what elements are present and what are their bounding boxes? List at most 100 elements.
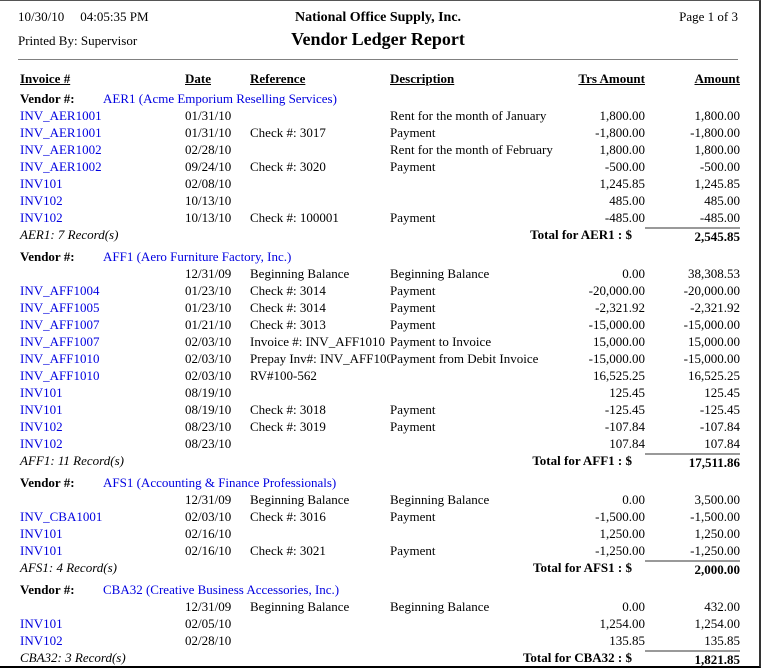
ledger-row: INV_AER1001 01/31/10 Check #: 3017 Payment -… xyxy=(20,124,740,141)
trs-amount-cell: 0.00 xyxy=(622,492,645,507)
trs-amount-cell: -1,800.00 xyxy=(595,125,645,140)
invoice-link[interactable]: INV102 xyxy=(20,633,63,648)
page-indicator: Page 1 of 3 xyxy=(679,9,738,24)
invoice-link[interactable]: INV102 xyxy=(20,210,63,225)
column-header-description: Description xyxy=(390,71,455,86)
ledger-row: INV_CBA1001 02/03/10 Check #: 3016 Payment -… xyxy=(20,508,740,525)
trs-amount-cell: 107.84 xyxy=(609,436,645,451)
trs-amount-cell: 0.00 xyxy=(622,599,645,614)
invoice-cell xyxy=(20,491,185,508)
description-cell: Payment xyxy=(390,159,436,174)
amount-cell: 432.00 xyxy=(704,599,740,614)
invoice-link[interactable]: INV_AER1001 xyxy=(20,125,102,140)
trs-amount-cell: -15,000.00 xyxy=(588,351,645,366)
amount-cell: 1,254.00 xyxy=(694,616,741,631)
reference-cell xyxy=(250,435,390,452)
invoice-link[interactable]: INV_AER1002 xyxy=(20,159,102,174)
reference-cell: Check #: 3014 xyxy=(250,283,326,298)
trs-amount-cell: 485.00 xyxy=(609,193,645,208)
description-cell xyxy=(390,615,568,632)
reference-cell: Prepay Inv#: INV_AFF100 xyxy=(250,351,390,366)
invoice-link[interactable]: INV102 xyxy=(20,193,63,208)
invoice-link[interactable]: INV101 xyxy=(20,616,63,631)
invoice-link[interactable]: INV_AFF1005 xyxy=(20,300,100,315)
trs-amount-cell: -2,321.92 xyxy=(595,300,645,315)
vendor-section-AFF1: Vendor #: AFF1 (Aero Furniture Factory, I… xyxy=(20,248,740,471)
vendor-link[interactable]: AFS1 (Accounting & Finance Professionals… xyxy=(103,475,337,490)
reference-cell: Check #: 3020 xyxy=(250,159,326,174)
amount-cell: -1,500.00 xyxy=(690,509,740,524)
invoice-link[interactable]: INV_AER1001 xyxy=(20,108,102,123)
company-name: National Office Supply, Inc. xyxy=(294,10,462,25)
section-footer-row: AER1: 7 Record(s) Total for AER1 : $ 2,545… xyxy=(20,227,740,245)
amount-cell: -15,000.00 xyxy=(683,317,740,332)
reference-cell: Check #: 3019 xyxy=(250,419,326,434)
amount-cell: 485.00 xyxy=(704,193,740,208)
date-cell: 08/19/10 xyxy=(185,385,232,400)
invoice-link[interactable]: INV101 xyxy=(20,176,63,191)
invoice-link[interactable]: INV_AFF1007 xyxy=(20,334,100,349)
invoice-link[interactable]: INV101 xyxy=(20,526,63,541)
invoice-link[interactable]: INV101 xyxy=(20,385,63,400)
trs-amount-cell: -107.84 xyxy=(604,419,645,434)
date-cell: 12/31/09 xyxy=(185,599,232,614)
ledger-row: INV102 10/13/10 Check #: 100001 Payment -485… xyxy=(20,209,740,226)
reference-cell: RV#100-562 xyxy=(250,368,317,383)
description-cell xyxy=(390,632,568,649)
ledger-row: INV101 08/19/10 Check #: 3018 Payment -125.4… xyxy=(20,401,740,418)
date-cell: 02/28/10 xyxy=(185,633,232,648)
vendor-link[interactable]: CBA32 (Creative Business Accessories, In… xyxy=(103,582,340,597)
amount-cell: -20,000.00 xyxy=(683,283,740,298)
invoice-link[interactable]: INV102 xyxy=(20,419,63,434)
record-count: AFF1: 11 Record(s) xyxy=(20,453,124,468)
trs-amount-cell: 1,245.85 xyxy=(599,176,646,191)
amount-cell: -1,800.00 xyxy=(690,125,740,140)
invoice-link[interactable]: INV101 xyxy=(20,402,63,417)
amount-cell: -125.45 xyxy=(699,402,740,417)
invoice-link[interactable]: INV_AFF1004 xyxy=(20,283,100,298)
vendor-header-row: Vendor #: CBA32 (Creative Business Access… xyxy=(20,581,740,598)
amount-cell: -500.00 xyxy=(699,159,740,174)
total-label: Total for AFF1 : $ xyxy=(532,453,632,468)
vendor-number-label: Vendor #: xyxy=(20,249,75,264)
reference-cell xyxy=(250,107,390,124)
ledger-row: INV101 02/16/10 Check #: 3021 Payment -1,250… xyxy=(20,542,740,559)
invoice-link[interactable]: INV_AER1002 xyxy=(20,142,102,157)
date-cell: 01/23/10 xyxy=(185,300,232,315)
date-cell: 02/03/10 xyxy=(185,351,232,366)
description-cell: Payment xyxy=(390,543,436,558)
invoice-link[interactable]: INV102 xyxy=(20,436,63,451)
vendor-link[interactable]: AFF1 (Aero Furniture Factory, Inc.) xyxy=(103,249,292,264)
invoice-link[interactable]: INV_AFF1010 xyxy=(20,368,100,383)
vendor-link[interactable]: AER1 (Acme Emporium Reselling Services) xyxy=(103,91,337,106)
invoice-link[interactable]: INV101 xyxy=(20,543,63,558)
column-header-trs-amount: Trs Amount xyxy=(578,71,645,86)
date-cell: 10/13/10 xyxy=(185,210,232,225)
description-cell: Payment xyxy=(390,210,436,225)
trs-amount-cell: -500.00 xyxy=(604,159,645,174)
trs-amount-cell: -15,000.00 xyxy=(588,317,645,332)
reference-cell: Beginning Balance xyxy=(250,266,350,281)
reference-cell xyxy=(250,141,390,158)
invoice-link[interactable]: INV_AFF1007 xyxy=(20,317,100,332)
trs-amount-cell: -1,250.00 xyxy=(595,543,645,558)
date-cell: 08/19/10 xyxy=(185,402,232,417)
print-date: 10/30/10 xyxy=(18,9,65,24)
description-cell: Payment xyxy=(390,125,436,140)
vendor-header-row: Vendor #: AER1 (Acme Emporium Reselling S… xyxy=(20,90,740,107)
reference-cell xyxy=(250,175,390,192)
invoice-link[interactable]: INV_AFF1010 xyxy=(20,351,100,366)
reference-cell xyxy=(250,192,390,209)
vendor-number-label: Vendor #: xyxy=(20,582,75,597)
reference-cell: Check #: 3013 xyxy=(250,317,326,332)
trs-amount-cell: -20,000.00 xyxy=(588,283,645,298)
trs-amount-cell: -125.45 xyxy=(604,402,645,417)
date-cell: 02/16/10 xyxy=(185,526,232,541)
date-cell: 02/08/10 xyxy=(185,176,232,191)
amount-cell: 3,500.00 xyxy=(694,492,741,507)
date-cell: 09/24/10 xyxy=(185,159,232,174)
amount-cell: 16,525.25 xyxy=(688,368,740,383)
ledger-row: INV_AER1002 02/28/10 Rent for the month of… xyxy=(20,141,740,158)
reference-cell xyxy=(250,615,390,632)
invoice-link[interactable]: INV_CBA1001 xyxy=(20,509,103,524)
